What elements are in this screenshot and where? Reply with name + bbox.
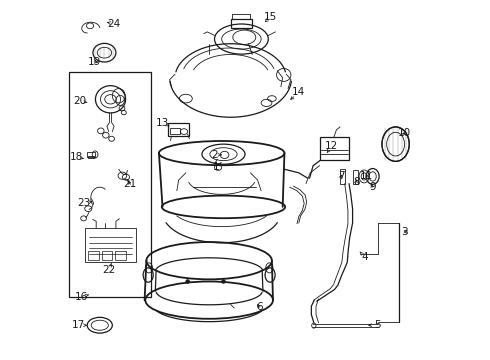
Ellipse shape <box>221 280 225 283</box>
Text: 8: 8 <box>353 177 360 187</box>
Text: 16: 16 <box>75 292 89 302</box>
Text: 22: 22 <box>102 265 115 275</box>
Text: 3: 3 <box>401 227 408 237</box>
Text: 24: 24 <box>107 19 121 29</box>
Text: 11: 11 <box>360 171 373 181</box>
Bar <box>320 137 349 160</box>
Bar <box>170 128 180 134</box>
Bar <box>87 152 95 157</box>
Bar <box>353 170 358 184</box>
Bar <box>69 72 151 297</box>
Text: 15: 15 <box>264 12 277 22</box>
Text: 2: 2 <box>211 150 218 160</box>
Text: 10: 10 <box>398 129 411 138</box>
Bar <box>85 228 136 262</box>
Bar <box>168 123 190 136</box>
Text: 7: 7 <box>338 171 344 181</box>
Text: 19: 19 <box>88 57 101 67</box>
Ellipse shape <box>186 280 190 283</box>
Bar <box>340 169 344 184</box>
Text: 9: 9 <box>369 182 376 192</box>
Bar <box>115 251 126 260</box>
Text: 17: 17 <box>72 320 85 330</box>
Text: 4: 4 <box>362 252 368 262</box>
Text: 14: 14 <box>292 87 305 97</box>
Text: 20: 20 <box>74 96 87 106</box>
Text: 18: 18 <box>70 152 83 162</box>
Bar <box>101 251 112 260</box>
Text: 23: 23 <box>77 198 90 208</box>
Text: 12: 12 <box>325 141 339 151</box>
Bar <box>231 19 252 28</box>
Bar <box>88 156 94 158</box>
Text: 5: 5 <box>374 320 381 330</box>
Text: 21: 21 <box>123 179 136 189</box>
Text: 6: 6 <box>256 302 263 312</box>
Text: 13: 13 <box>156 118 169 128</box>
Text: 1: 1 <box>213 162 220 172</box>
Bar <box>88 251 98 260</box>
